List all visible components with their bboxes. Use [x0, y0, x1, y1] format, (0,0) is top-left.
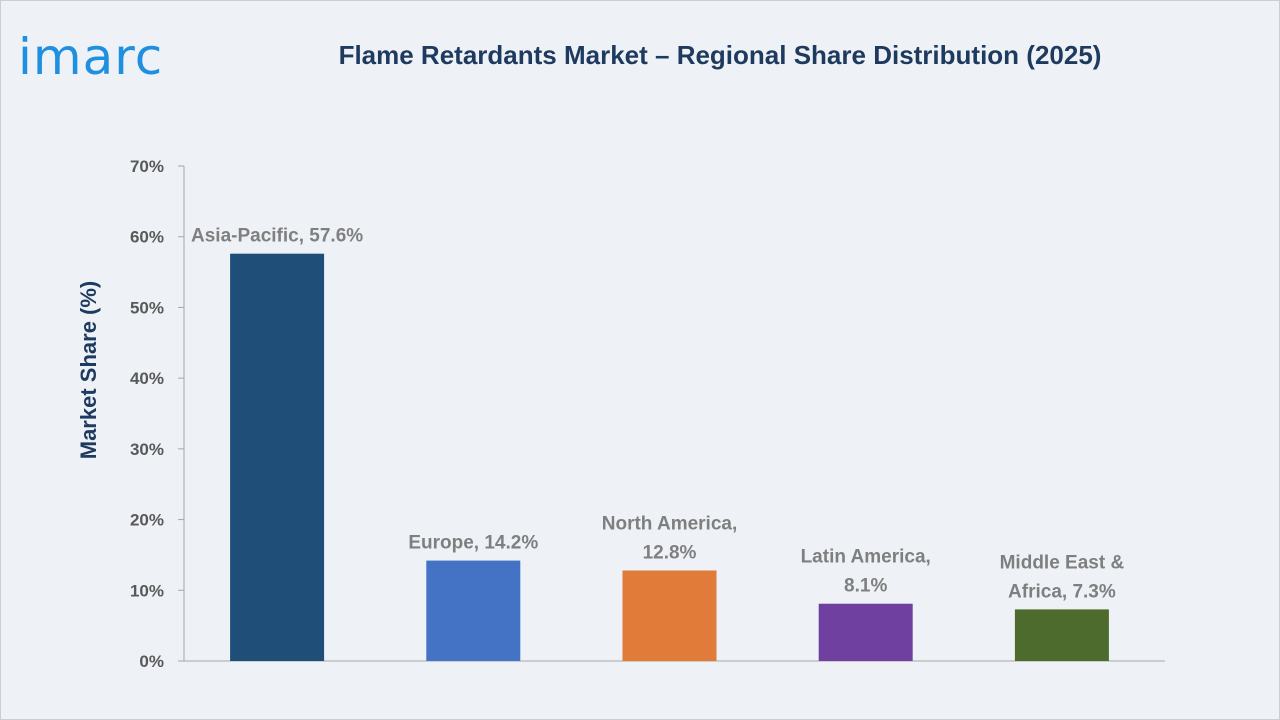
data-label: Middle East &: [1000, 552, 1125, 573]
data-label: Europe, 14.2%: [408, 533, 538, 554]
chart-title: Flame Retardants Market – Regional Share…: [338, 40, 1102, 70]
y-tick-label: 60%: [130, 228, 164, 247]
y-tick-label: 30%: [130, 440, 164, 459]
y-tick-label: 20%: [130, 511, 164, 530]
bars: [230, 253, 1109, 661]
bar-latin-america: [818, 603, 913, 661]
data-label: Asia-Pacific, 57.6%: [191, 226, 363, 247]
data-label: 8.1%: [844, 576, 887, 597]
y-tick-label: 10%: [130, 581, 164, 600]
y-axis-label: Market Share (%): [76, 281, 101, 460]
data-label: North America,: [602, 513, 738, 534]
axes: 0% 10% 20% 30% 40% 50% 60% 70%: [130, 157, 1165, 671]
bar-middle-east-africa: [1014, 609, 1109, 661]
bar-asia-pacific: [230, 253, 325, 661]
imarc-logo: imarc: [18, 28, 163, 86]
data-label: 12.8%: [643, 542, 697, 563]
logo-text: imarc: [18, 28, 163, 86]
bar-north-america: [622, 570, 717, 661]
data-label: Africa, 7.3%: [1008, 581, 1116, 602]
y-tick-label: 50%: [130, 298, 164, 317]
bar-europe: [426, 560, 521, 661]
y-tick-label: 70%: [130, 157, 164, 176]
y-tick-label: 40%: [130, 369, 164, 388]
data-labels: Asia-Pacific, 57.6% Europe, 14.2% North Am…: [191, 226, 1124, 603]
data-label: Latin America,: [801, 547, 931, 568]
y-tick-label: 0%: [139, 652, 164, 671]
